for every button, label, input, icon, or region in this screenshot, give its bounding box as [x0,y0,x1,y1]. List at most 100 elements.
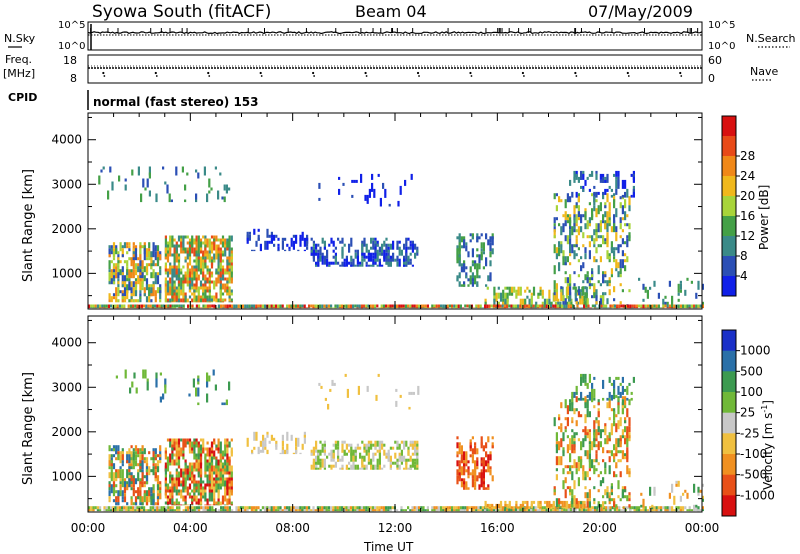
range-cell [480,254,483,258]
range-cell [358,509,361,512]
range-cell [569,226,572,230]
range-cell [160,307,163,309]
range-cell [134,278,138,282]
range-cell [150,457,153,461]
range-cell [671,483,674,493]
range-cell [585,307,588,309]
range-cell [341,443,344,453]
range-cell [495,509,498,512]
range-cell [446,509,449,512]
range-cell [134,478,138,485]
range-cell [210,256,214,260]
range-cell [431,509,434,512]
range-cell [180,504,183,506]
range-cell [319,506,322,512]
range-cell [383,255,386,262]
range-cell [517,286,520,296]
range-cell [184,259,187,263]
range-cell [580,504,583,508]
range-cell [626,214,629,218]
range-tick-label: 1000 [51,469,82,483]
range-cell [117,454,120,461]
range-cell [653,509,656,512]
range-cell [382,304,385,308]
range-cell [382,182,385,189]
range-cell [573,432,576,439]
range-cell [117,469,120,479]
range-cell [226,509,229,512]
freq-tick-bottom: 8 [70,72,77,85]
range-cell [230,277,233,284]
range-cell [488,304,491,308]
range-cell [374,304,377,308]
range-cell [642,506,645,512]
range-cell [175,301,178,303]
range-cell [226,498,229,506]
range-cell [217,274,220,284]
range-cell [552,503,555,507]
range-cell [365,261,368,265]
range-cell [219,483,222,487]
range-cell [459,509,462,512]
range-cell [389,261,392,267]
range-cell [228,256,231,266]
range-cell [334,509,337,512]
range-cell [220,506,223,510]
noise-tick-top-right: 10^5 [708,20,735,31]
range-cell [150,287,153,297]
range-cell [191,241,194,248]
range-cell [433,304,436,308]
range-cell [548,503,551,507]
range-cell [121,284,124,288]
range-cell [175,438,178,442]
range-cell [228,262,231,266]
range-cell [144,187,147,191]
range-cell [251,249,254,252]
range-cell [123,296,127,303]
range-cell [210,471,214,481]
range-cell [197,453,200,463]
range-cell [166,292,170,296]
range-cell [206,277,209,284]
range-cell [204,486,207,490]
range-cell [132,448,135,452]
range-cell [463,284,466,287]
range-cell [597,265,600,275]
range-cell [539,292,542,296]
range-cell [608,185,611,189]
colorbar-tick-label: 20 [740,189,755,203]
range-cell [602,193,605,200]
nsearch-label: N.Search [746,32,796,45]
range-cell [148,290,151,297]
range-cell [315,252,318,256]
range-cell [580,414,583,418]
range-cell [171,277,174,287]
range-cell [407,237,410,241]
range-cell [376,440,379,447]
range-cell [152,284,155,288]
range-cell [543,298,547,305]
range-cell [175,166,178,176]
range-cell [130,457,133,461]
range-cell [367,264,370,267]
range-cell [191,280,194,287]
range-cell [609,506,612,512]
range-cell [617,459,620,463]
range-cell [562,468,565,475]
range-cell [608,202,611,212]
range-cell [175,456,178,463]
range-cell [321,458,324,468]
range-cell [248,506,251,510]
range-cell [221,498,225,505]
range-cell [561,304,564,308]
range-cell [482,466,485,470]
range-cell [127,304,130,309]
range-cell [365,506,368,510]
range-cell [575,420,578,427]
range-cell [182,241,185,248]
range-cell [206,295,209,299]
range-cell [378,246,381,253]
range-cell [621,435,624,439]
range-cell [664,509,667,512]
range-cell [675,480,678,484]
